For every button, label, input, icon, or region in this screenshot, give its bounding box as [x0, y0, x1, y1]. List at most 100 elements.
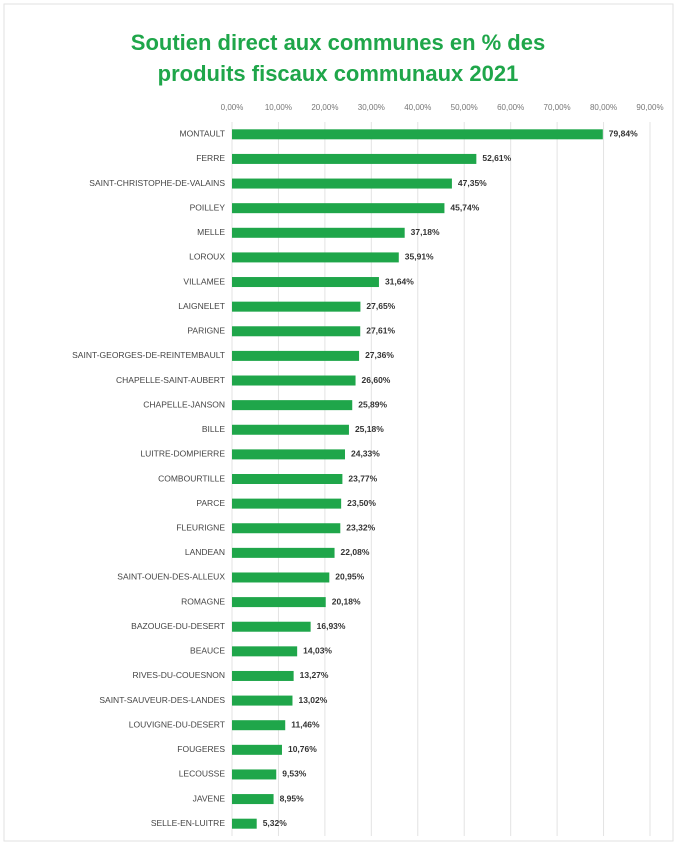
data-label: 20,95%: [335, 572, 364, 582]
bar: [232, 449, 345, 460]
data-label: 10,76%: [288, 744, 317, 754]
y-tick-label: LOUVIGNE-DU-DESERT: [129, 719, 225, 729]
bar: [232, 547, 335, 558]
bar: [232, 498, 342, 509]
y-tick-label: LECOUSSE: [179, 769, 226, 779]
data-label: 13,02%: [298, 695, 327, 705]
bar: [232, 474, 343, 484]
y-tick-label: COMBOURTILLE: [158, 473, 225, 483]
data-label: 23,32%: [346, 522, 375, 532]
y-tick-label: BAZOUGE-DU-DESERT: [131, 621, 225, 631]
data-label: 9,53%: [282, 769, 307, 779]
data-label: 27,61%: [366, 326, 395, 336]
data-label: 11,46%: [291, 719, 320, 729]
y-tick-label: MONTAULT: [180, 129, 226, 139]
bar: [232, 818, 257, 829]
data-label: 35,91%: [405, 252, 434, 262]
bar: [232, 252, 399, 263]
y-tick-label: FERRE: [196, 153, 225, 163]
data-label: 13,27%: [300, 670, 329, 680]
y-tick-label: JAVENE: [193, 793, 226, 803]
bar: [232, 203, 445, 214]
data-label: 27,65%: [366, 301, 395, 311]
y-tick-label: VILLAMEE: [183, 276, 225, 286]
bar: [232, 597, 326, 608]
bar: [232, 523, 341, 534]
bar: [232, 769, 277, 780]
bar: [232, 720, 286, 731]
bar: [232, 178, 452, 189]
bar: [232, 670, 294, 681]
y-tick-label: FOUGERES: [177, 744, 225, 754]
y-tick-label: LAIGNELET: [178, 301, 225, 311]
bar: [232, 326, 361, 337]
chart-title: Soutien direct aux communes en % des: [131, 30, 545, 55]
y-tick-label: ROMAGNE: [181, 596, 225, 606]
y-tick-label: SELLE-EN-LUITRE: [151, 818, 225, 828]
bar: [232, 400, 353, 411]
data-label: 45,74%: [450, 202, 479, 212]
data-label: 5,32%: [263, 818, 288, 828]
data-label: 8,95%: [280, 793, 305, 803]
x-tick-label: 40,00%: [404, 103, 431, 112]
bar: [232, 572, 330, 583]
y-tick-label: SAINT-OUEN-DES-ALLEUX: [117, 572, 225, 582]
y-tick-label: LOROUX: [189, 252, 225, 262]
chart-title: produits fiscaux communaux 2021: [158, 61, 519, 86]
chart-frame: [3, 3, 674, 842]
data-label: 23,77%: [348, 473, 377, 483]
x-tick-label: 80,00%: [590, 103, 617, 112]
x-tick-label: 10,00%: [265, 103, 292, 112]
bar: [232, 350, 360, 361]
data-label: 24,33%: [351, 449, 380, 459]
x-tick-label: 20,00%: [311, 103, 338, 112]
y-tick-label: BILLE: [202, 424, 225, 434]
data-label: 25,89%: [358, 399, 387, 409]
bar: [232, 301, 361, 312]
y-tick-label: PARCE: [196, 498, 225, 508]
data-label: 79,84%: [609, 129, 638, 139]
y-tick-label: SAINT-GEORGES-DE-REINTEMBAULT: [72, 350, 225, 360]
y-tick-label: SAINT-SAUVEUR-DES-LANDES: [99, 695, 225, 705]
x-tick-label: 90,00%: [636, 103, 663, 112]
bar: [232, 794, 274, 805]
bar: [232, 744, 282, 755]
x-tick-label: 70,00%: [544, 103, 571, 112]
x-tick-label: 50,00%: [451, 103, 478, 112]
x-tick-label: 30,00%: [358, 103, 385, 112]
data-label: 14,03%: [303, 646, 332, 656]
bar: [232, 621, 311, 632]
data-label: 20,18%: [332, 596, 361, 606]
data-label: 52,61%: [482, 153, 511, 163]
y-tick-label: BEAUCE: [190, 646, 225, 656]
bar: [232, 153, 477, 164]
y-tick-label: LUITRE-DOMPIERRE: [140, 449, 225, 459]
bar: [232, 646, 298, 657]
y-tick-label: RIVES-DU-COUESNON: [132, 670, 225, 680]
bar: [232, 129, 603, 140]
x-tick-label: 60,00%: [497, 103, 524, 112]
bar: [232, 277, 379, 288]
y-tick-label: LANDEAN: [185, 547, 225, 557]
bar: [232, 424, 349, 435]
y-tick-label: PARIGNE: [187, 326, 225, 336]
y-tick-label: SAINT-CHRISTOPHE-DE-VALAINS: [89, 178, 225, 188]
data-label: 27,36%: [365, 350, 394, 360]
data-label: 37,18%: [411, 227, 440, 237]
data-label: 25,18%: [355, 424, 384, 434]
data-label: 16,93%: [317, 621, 346, 631]
y-tick-label: CHAPELLE-JANSON: [143, 399, 225, 409]
y-tick-label: CHAPELLE-SAINT-AUBERT: [116, 375, 225, 385]
data-label: 47,35%: [458, 178, 487, 188]
data-label: 22,08%: [341, 547, 370, 557]
y-tick-label: POILLEY: [190, 202, 226, 212]
data-label: 23,50%: [347, 498, 376, 508]
bar: [232, 375, 356, 386]
x-tick-label: 0,00%: [221, 103, 244, 112]
y-tick-label: MELLE: [197, 227, 225, 237]
data-label: 31,64%: [385, 276, 414, 286]
bar: [232, 227, 405, 238]
data-label: 26,60%: [362, 375, 391, 385]
